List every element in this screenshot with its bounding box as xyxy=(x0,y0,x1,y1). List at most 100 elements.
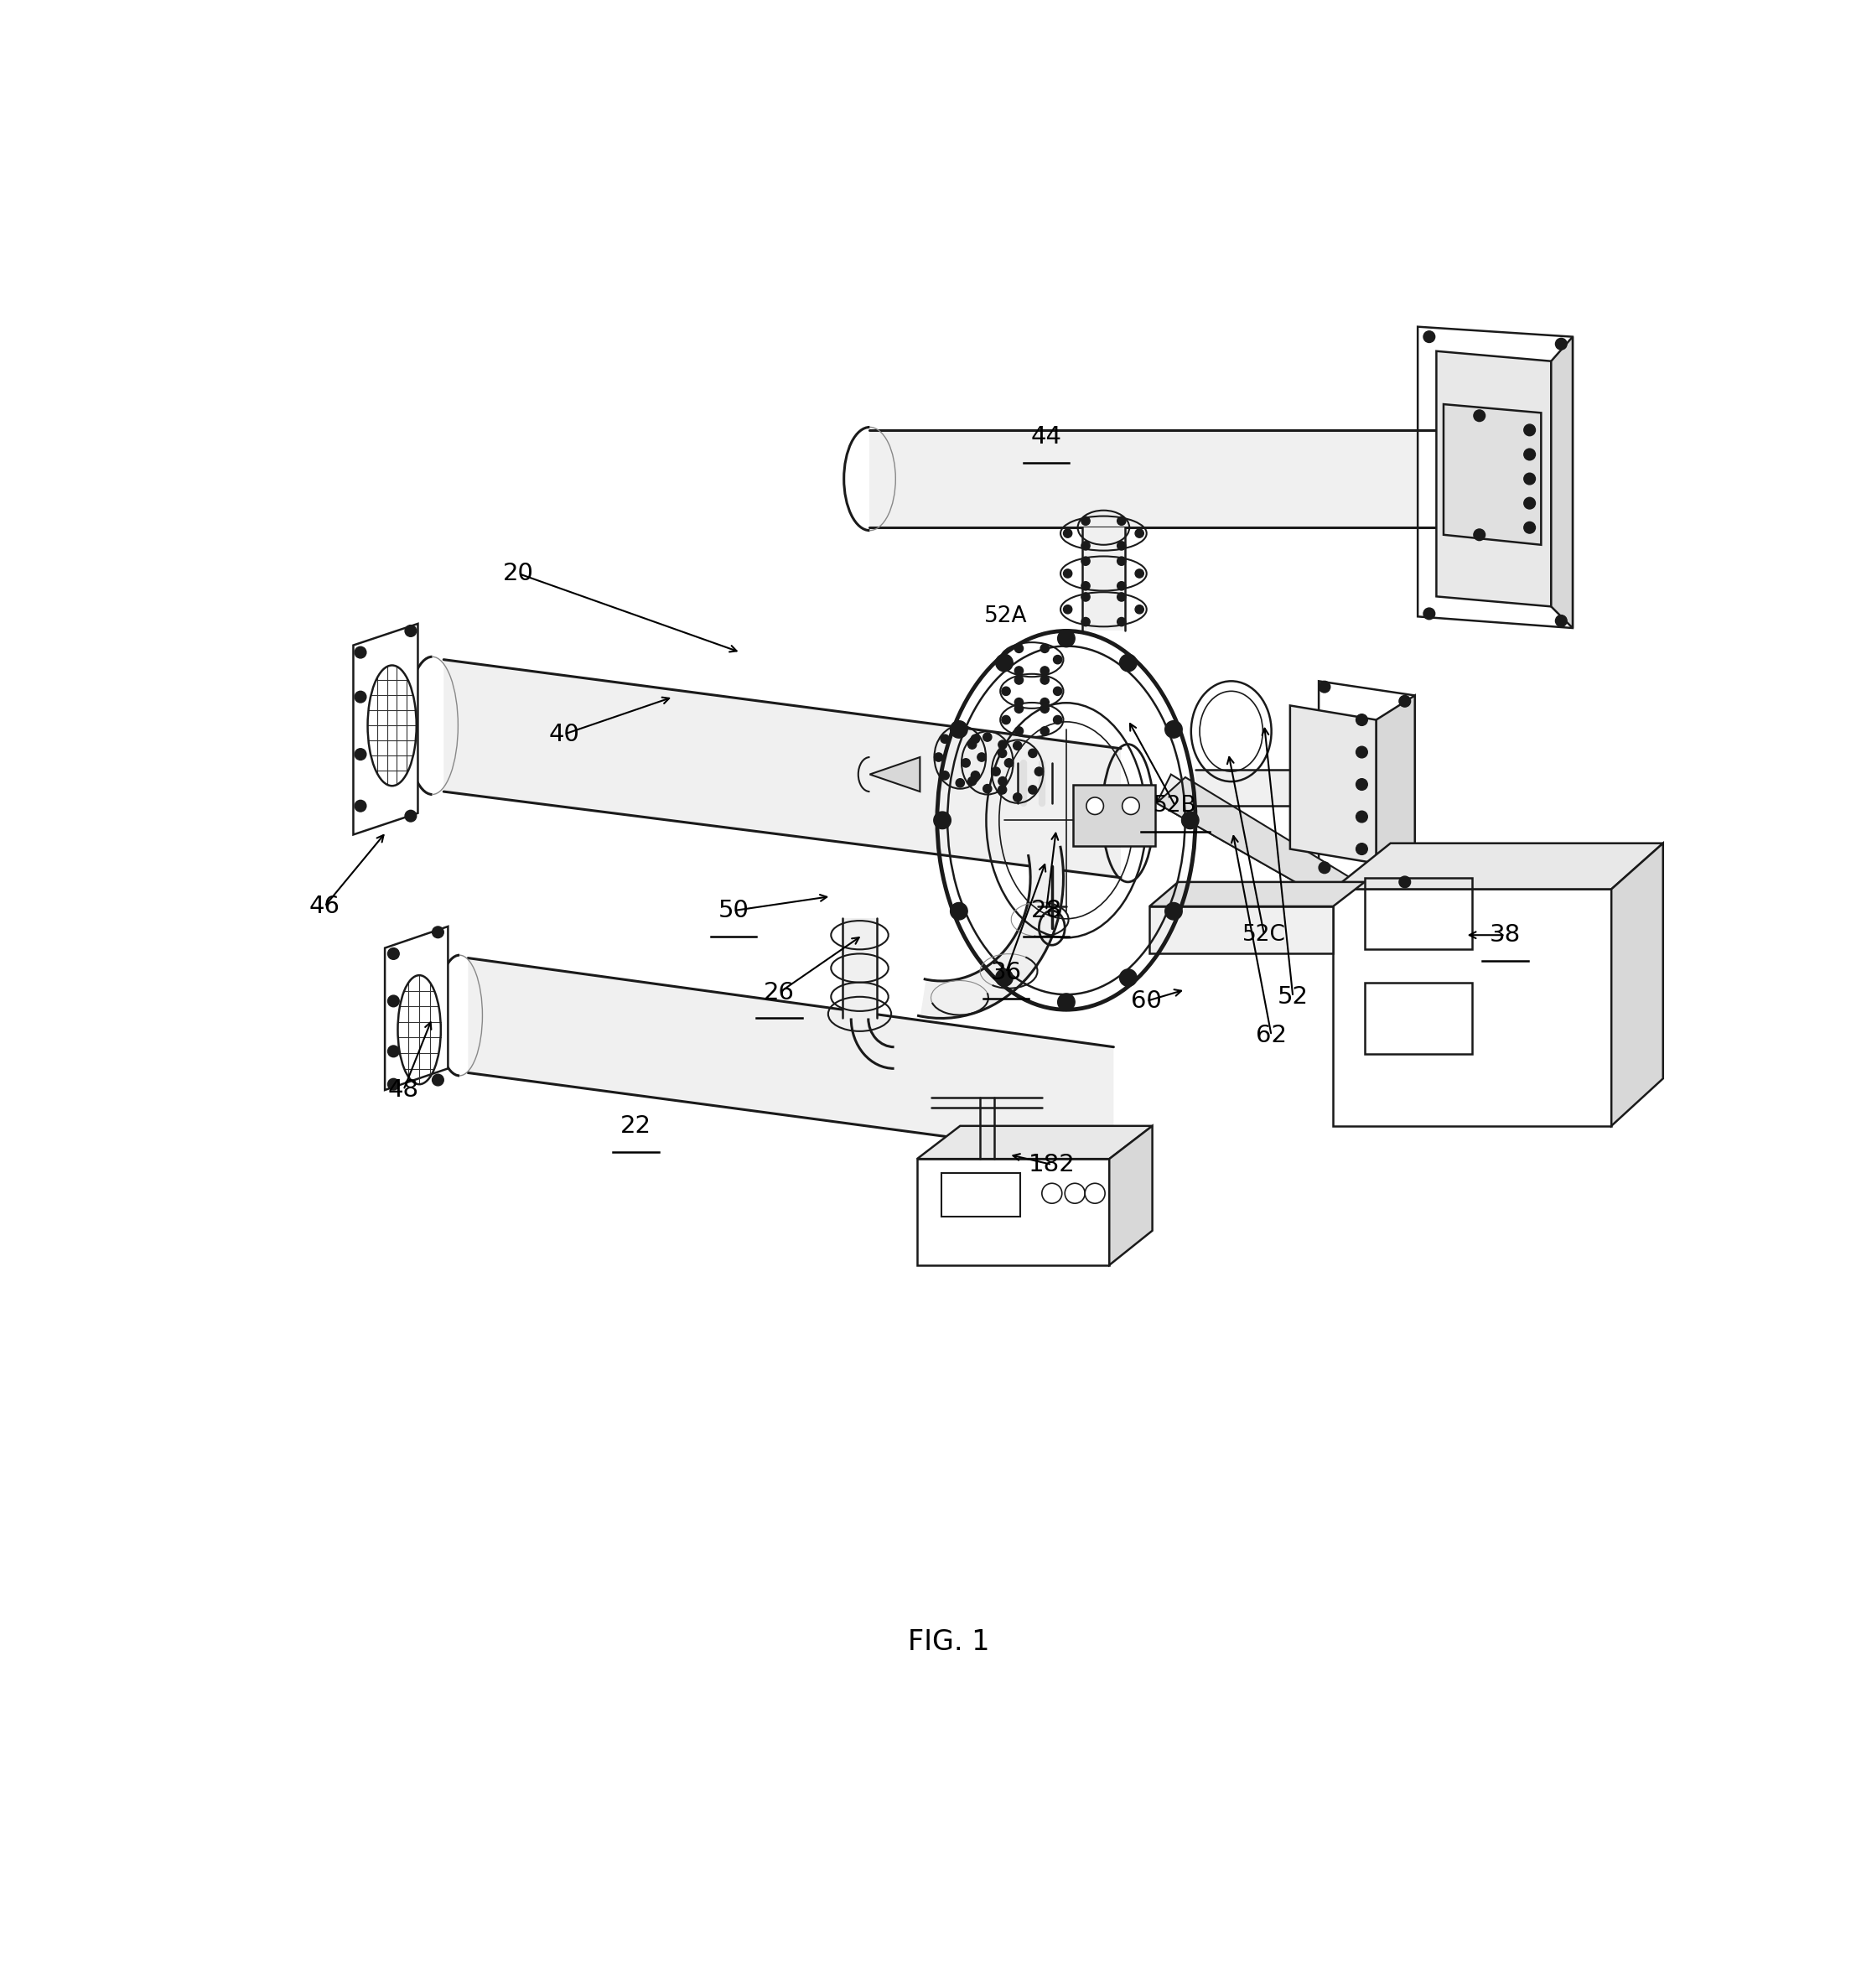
Bar xyxy=(1364,877,1472,950)
Circle shape xyxy=(998,785,1007,793)
Polygon shape xyxy=(1074,785,1155,847)
Circle shape xyxy=(983,734,992,742)
Circle shape xyxy=(1001,716,1011,724)
Text: 52C: 52C xyxy=(1242,924,1286,946)
Circle shape xyxy=(1062,529,1072,537)
Circle shape xyxy=(972,771,979,779)
Circle shape xyxy=(1523,449,1534,459)
Circle shape xyxy=(1001,656,1011,664)
Circle shape xyxy=(387,948,400,960)
Circle shape xyxy=(1357,746,1368,757)
Circle shape xyxy=(955,779,964,787)
Circle shape xyxy=(1029,785,1037,793)
Circle shape xyxy=(1318,682,1331,692)
Circle shape xyxy=(355,749,366,759)
Text: 44: 44 xyxy=(1031,425,1062,449)
Polygon shape xyxy=(468,958,1114,1159)
Polygon shape xyxy=(1290,706,1375,863)
Polygon shape xyxy=(916,1125,1153,1159)
Circle shape xyxy=(1053,656,1062,664)
Polygon shape xyxy=(1157,777,1351,903)
Circle shape xyxy=(1423,332,1435,342)
Circle shape xyxy=(355,646,366,658)
Polygon shape xyxy=(444,660,1122,877)
Circle shape xyxy=(968,740,977,749)
Circle shape xyxy=(1164,903,1183,920)
Circle shape xyxy=(1053,716,1062,724)
Circle shape xyxy=(1012,742,1022,749)
Text: 46: 46 xyxy=(309,895,341,918)
Polygon shape xyxy=(1436,352,1551,606)
Circle shape xyxy=(1053,686,1062,696)
Circle shape xyxy=(996,968,1012,986)
Circle shape xyxy=(1081,541,1090,551)
Circle shape xyxy=(1118,541,1125,551)
Circle shape xyxy=(1040,698,1050,706)
Bar xyxy=(942,1173,1020,1217)
Text: 182: 182 xyxy=(1029,1153,1075,1177)
Circle shape xyxy=(1120,654,1137,672)
Circle shape xyxy=(387,1046,400,1058)
Circle shape xyxy=(1135,569,1144,579)
Polygon shape xyxy=(1333,843,1662,889)
Circle shape xyxy=(1081,618,1090,626)
Circle shape xyxy=(1062,569,1072,579)
Circle shape xyxy=(1118,592,1125,600)
Circle shape xyxy=(1118,517,1125,525)
Circle shape xyxy=(387,996,400,1006)
Circle shape xyxy=(1040,676,1050,684)
Circle shape xyxy=(1523,473,1534,485)
Circle shape xyxy=(405,811,416,821)
Circle shape xyxy=(1357,811,1368,823)
Polygon shape xyxy=(1444,404,1542,545)
Text: 36: 36 xyxy=(990,960,1022,984)
Polygon shape xyxy=(851,1018,894,1068)
Circle shape xyxy=(1423,608,1435,620)
Circle shape xyxy=(1164,722,1183,738)
Circle shape xyxy=(355,801,366,811)
Circle shape xyxy=(1014,644,1024,652)
Circle shape xyxy=(1040,704,1050,714)
Circle shape xyxy=(1118,582,1125,590)
Text: 28: 28 xyxy=(1031,899,1062,922)
Circle shape xyxy=(998,749,1007,757)
Circle shape xyxy=(940,736,950,744)
Circle shape xyxy=(1087,797,1103,815)
Polygon shape xyxy=(1318,682,1414,889)
Circle shape xyxy=(983,785,992,793)
Polygon shape xyxy=(1375,696,1414,889)
Text: 60: 60 xyxy=(1131,990,1162,1012)
Text: 38: 38 xyxy=(1490,922,1522,946)
Circle shape xyxy=(1081,517,1090,525)
Circle shape xyxy=(1555,614,1568,626)
Circle shape xyxy=(387,1079,400,1089)
Circle shape xyxy=(355,692,366,702)
Circle shape xyxy=(998,740,1007,749)
Circle shape xyxy=(1357,714,1368,726)
Circle shape xyxy=(1399,877,1410,889)
Polygon shape xyxy=(1612,843,1662,1125)
Bar xyxy=(1364,982,1472,1054)
Polygon shape xyxy=(870,757,920,791)
Polygon shape xyxy=(1149,907,1333,954)
Circle shape xyxy=(1081,582,1090,590)
Circle shape xyxy=(1014,728,1024,736)
Circle shape xyxy=(1357,779,1368,789)
Polygon shape xyxy=(1551,336,1573,628)
Circle shape xyxy=(1012,793,1022,801)
Circle shape xyxy=(1057,994,1075,1010)
Circle shape xyxy=(433,926,444,938)
Polygon shape xyxy=(842,918,877,1018)
Circle shape xyxy=(1001,686,1011,696)
Circle shape xyxy=(950,903,968,920)
Circle shape xyxy=(1014,666,1024,676)
Circle shape xyxy=(1040,644,1050,652)
Circle shape xyxy=(998,777,1007,785)
Circle shape xyxy=(1357,843,1368,855)
Text: 50: 50 xyxy=(718,899,750,922)
Circle shape xyxy=(1014,676,1024,684)
Circle shape xyxy=(1122,797,1140,815)
Circle shape xyxy=(1555,338,1568,350)
Polygon shape xyxy=(1149,883,1364,907)
Circle shape xyxy=(1040,728,1050,736)
